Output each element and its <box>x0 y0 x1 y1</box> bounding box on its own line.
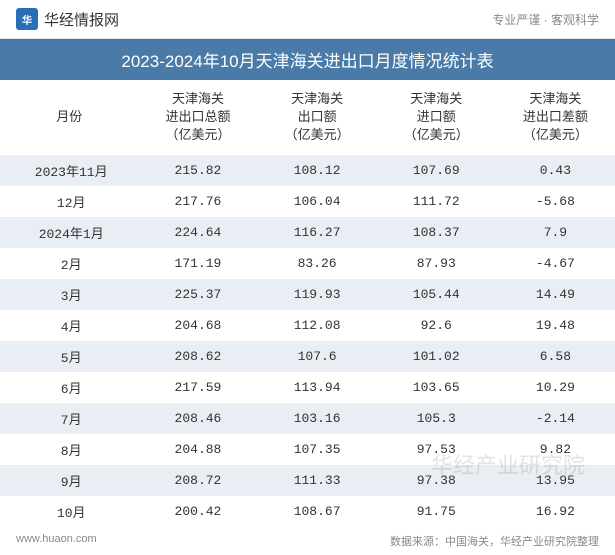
cell-import: 92.6 <box>377 310 496 341</box>
cell-import: 97.53 <box>377 434 496 465</box>
cell-month: 5月 <box>0 341 138 372</box>
footer: www.huaon.com 数据来源：中国海关，华经产业研究院整理 <box>0 527 615 555</box>
col-import: 天津海关进口额（亿美元） <box>377 80 496 155</box>
cell-total: 215.82 <box>138 155 257 186</box>
cell-export: 83.26 <box>258 248 377 279</box>
cell-month: 10月 <box>0 496 138 527</box>
cell-import: 111.72 <box>377 186 496 217</box>
table-row: 2023年11月215.82108.12107.690.43 <box>0 155 615 186</box>
footer-site: www.huaon.com <box>16 533 97 549</box>
cell-import: 87.93 <box>377 248 496 279</box>
cell-export: 112.08 <box>258 310 377 341</box>
cell-diff: 13.95 <box>496 465 615 496</box>
cell-export: 119.93 <box>258 279 377 310</box>
table-row: 10月200.42108.6791.7516.92 <box>0 496 615 527</box>
cell-total: 208.62 <box>138 341 257 372</box>
cell-total: 204.88 <box>138 434 257 465</box>
table-row: 12月217.76106.04111.72-5.68 <box>0 186 615 217</box>
cell-diff: 16.92 <box>496 496 615 527</box>
cell-total: 208.72 <box>138 465 257 496</box>
page-title: 2023-2024年10月天津海关进出口月度情况统计表 <box>0 39 615 80</box>
cell-diff: -5.68 <box>496 186 615 217</box>
cell-month: 6月 <box>0 372 138 403</box>
table-row: 9月208.72111.3397.3813.95 <box>0 465 615 496</box>
cell-import: 103.65 <box>377 372 496 403</box>
table-row: 7月208.46103.16105.3-2.14 <box>0 403 615 434</box>
cell-total: 224.64 <box>138 217 257 248</box>
col-export: 天津海关出口额（亿美元） <box>258 80 377 155</box>
cell-export: 111.33 <box>258 465 377 496</box>
table-row: 6月217.59113.94103.6510.29 <box>0 372 615 403</box>
cell-month: 7月 <box>0 403 138 434</box>
cell-diff: 9.82 <box>496 434 615 465</box>
table-row: 2月171.1983.2687.93-4.67 <box>0 248 615 279</box>
cell-diff: -4.67 <box>496 248 615 279</box>
cell-import: 97.38 <box>377 465 496 496</box>
cell-import: 101.02 <box>377 341 496 372</box>
col-total: 天津海关进出口总额（亿美元） <box>138 80 257 155</box>
cell-total: 225.37 <box>138 279 257 310</box>
cell-month: 2024年1月 <box>0 217 138 248</box>
cell-import: 91.75 <box>377 496 496 527</box>
cell-month: 3月 <box>0 279 138 310</box>
tagline: 专业严谨 · 客观科学 <box>492 11 599 28</box>
cell-export: 106.04 <box>258 186 377 217</box>
cell-total: 171.19 <box>138 248 257 279</box>
cell-export: 108.67 <box>258 496 377 527</box>
cell-diff: 7.9 <box>496 217 615 248</box>
cell-import: 105.44 <box>377 279 496 310</box>
cell-total: 217.59 <box>138 372 257 403</box>
brand-name: 华经情报网 <box>44 9 119 30</box>
header: 华 华经情报网 专业严谨 · 客观科学 <box>0 0 615 39</box>
brand: 华 华经情报网 <box>16 8 119 30</box>
col-diff: 天津海关进出口差额（亿美元） <box>496 80 615 155</box>
table-header-row: 月份 天津海关进出口总额（亿美元） 天津海关出口额（亿美元） 天津海关进口额（亿… <box>0 80 615 155</box>
cell-export: 113.94 <box>258 372 377 403</box>
table-row: 2024年1月224.64116.27108.377.9 <box>0 217 615 248</box>
data-table: 月份 天津海关进出口总额（亿美元） 天津海关出口额（亿美元） 天津海关进口额（亿… <box>0 80 615 527</box>
cell-export: 103.16 <box>258 403 377 434</box>
table-row: 4月204.68112.0892.619.48 <box>0 310 615 341</box>
table-row: 5月208.62107.6101.026.58 <box>0 341 615 372</box>
cell-diff: 6.58 <box>496 341 615 372</box>
cell-diff: 10.29 <box>496 372 615 403</box>
cell-month: 2023年11月 <box>0 155 138 186</box>
cell-total: 208.46 <box>138 403 257 434</box>
cell-month: 12月 <box>0 186 138 217</box>
cell-month: 2月 <box>0 248 138 279</box>
cell-total: 204.68 <box>138 310 257 341</box>
cell-month: 9月 <box>0 465 138 496</box>
cell-export: 108.12 <box>258 155 377 186</box>
cell-import: 108.37 <box>377 217 496 248</box>
cell-total: 217.76 <box>138 186 257 217</box>
cell-diff: -2.14 <box>496 403 615 434</box>
cell-month: 4月 <box>0 310 138 341</box>
cell-month: 8月 <box>0 434 138 465</box>
cell-diff: 0.43 <box>496 155 615 186</box>
brand-logo-icon: 华 <box>16 8 38 30</box>
table-row: 3月225.37119.93105.4414.49 <box>0 279 615 310</box>
footer-source: 数据来源：中国海关，华经产业研究院整理 <box>390 533 599 549</box>
cell-export: 107.35 <box>258 434 377 465</box>
cell-import: 107.69 <box>377 155 496 186</box>
table-row: 8月204.88107.3597.539.82 <box>0 434 615 465</box>
cell-import: 105.3 <box>377 403 496 434</box>
cell-diff: 14.49 <box>496 279 615 310</box>
cell-diff: 19.48 <box>496 310 615 341</box>
col-month: 月份 <box>0 80 138 155</box>
cell-export: 107.6 <box>258 341 377 372</box>
cell-total: 200.42 <box>138 496 257 527</box>
cell-export: 116.27 <box>258 217 377 248</box>
